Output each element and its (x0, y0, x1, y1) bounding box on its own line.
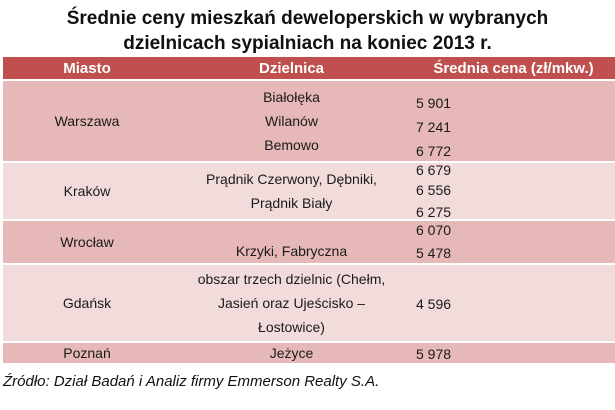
price-value: 6 772 (416, 143, 452, 159)
district-name: Jeżyce (269, 345, 314, 361)
district-cell: Białołęka Wilanów Bemowo (171, 81, 412, 161)
price-value: 5 978 (416, 346, 452, 362)
district-name: Bemowo (264, 137, 319, 153)
price-value: 6 679 (416, 162, 452, 178)
title-line-1: Średnie ceny mieszkań deweloperskich w w… (66, 8, 549, 29)
table-row: Gdańsk obszar trzech dzielnic (Chełm, Ja… (3, 265, 615, 343)
price-value: 7 241 (416, 119, 452, 135)
price-value: 6 070 (416, 222, 452, 238)
table-row: Kraków Prądnik Czerwony, Dębniki, Prądni… (3, 162, 615, 221)
price-cell: 6 679 6 556 6 275 (412, 162, 615, 220)
price-cell: 5 901 7 241 6 772 (412, 81, 615, 161)
source-note: Źródło: Dział Badań i Analiz firmy Emmer… (3, 373, 380, 390)
district-name: Wilanów (265, 113, 318, 129)
price-cell: 4 596 (412, 265, 615, 341)
table-title: Średnie ceny mieszkań deweloperskich w w… (0, 6, 615, 56)
table-header: Miasto Dzielnica Średnia cena (zł/mkw.) (3, 57, 615, 81)
price-table: Miasto Dzielnica Średnia cena (zł/mkw.) … (3, 56, 615, 365)
district-name: Białołęka (263, 89, 320, 105)
price-cell: 5 978 (412, 343, 615, 363)
price-value: 4 596 (416, 296, 452, 312)
table-row: Poznań Jeżyce 5 978 (3, 343, 615, 365)
district-name: Prądnik Czerwony, Dębniki, (206, 171, 377, 187)
price-value: 5 478 (416, 245, 452, 261)
district-cell: obszar trzech dzielnic (Chełm, Jasień or… (171, 265, 412, 341)
header-city: Miasto (63, 59, 111, 77)
city-cell: Gdańsk (62, 295, 112, 311)
district-cell: Krzyki, Fabryczna (171, 221, 412, 263)
district-name: Krzyki, Fabryczna (235, 243, 348, 259)
header-price: Średnia cena (zł/mkw.) (433, 59, 594, 77)
price-value: 6 275 (416, 204, 452, 220)
district-cell: Jeżyce (171, 343, 412, 363)
district-cell: Prądnik Czerwony, Dębniki, Prądnik Biały (171, 163, 412, 219)
district-name: Łostowice) (258, 319, 325, 335)
district-name: obszar trzech dzielnic (Chełm, (197, 271, 386, 287)
city-cell: Kraków (63, 183, 111, 199)
price-value: 5 901 (416, 95, 452, 111)
price-cell: 6 070 5 478 (412, 221, 615, 263)
city-cell: Warszawa (54, 113, 120, 129)
price-value: 6 556 (416, 182, 452, 198)
header-district: Dzielnica (258, 59, 325, 77)
table-row: Warszawa Białołęka Wilanów Bemowo 5 901 … (3, 81, 615, 163)
district-name: Prądnik Biały (250, 195, 333, 211)
city-cell: Poznań (63, 345, 111, 361)
title-line-2: dzielnicach sypialniach na koniec 2013 r… (123, 33, 492, 54)
table-row: Wrocław Krzyki, Fabryczna 6 070 5 478 (3, 221, 615, 265)
city-cell: Wrocław (60, 234, 114, 250)
district-name: Jasień oraz Ujeścisko – (217, 295, 366, 311)
